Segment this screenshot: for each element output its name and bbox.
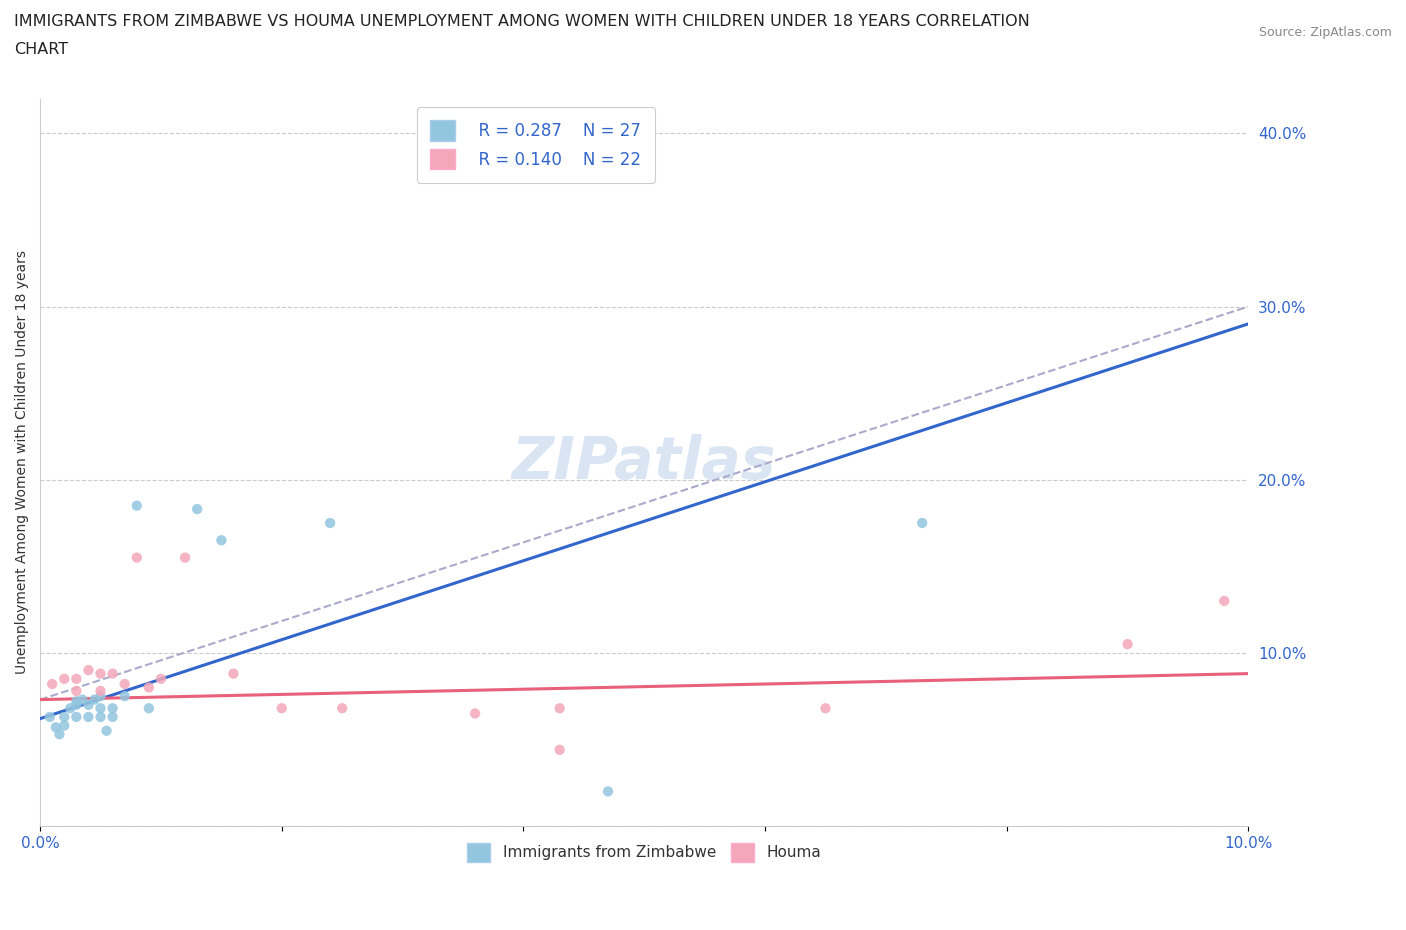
- Point: [89, 689, 111, 704]
- Point: [270, 701, 292, 716]
- Point: [319, 515, 342, 530]
- Point: [65, 698, 87, 712]
- Point: [41, 676, 63, 691]
- Point: [89, 684, 111, 698]
- Point: [125, 551, 148, 565]
- Point: [89, 710, 111, 724]
- Text: CHART: CHART: [14, 42, 67, 57]
- Point: [114, 689, 136, 704]
- Text: Source: ZipAtlas.com: Source: ZipAtlas.com: [1258, 26, 1392, 39]
- Point: [1116, 637, 1139, 652]
- Point: [114, 676, 136, 691]
- Text: IMMIGRANTS FROM ZIMBABWE VS HOUMA UNEMPLOYMENT AMONG WOMEN WITH CHILDREN UNDER 1: IMMIGRANTS FROM ZIMBABWE VS HOUMA UNEMPL…: [14, 14, 1029, 29]
- Point: [138, 680, 160, 695]
- Point: [548, 742, 571, 757]
- Point: [125, 498, 148, 513]
- Point: [1213, 593, 1236, 608]
- Point: [65, 710, 87, 724]
- Point: [53, 710, 76, 724]
- Text: ZIPatlas: ZIPatlas: [512, 434, 776, 491]
- Point: [59, 701, 82, 716]
- Point: [89, 701, 111, 716]
- Point: [48, 726, 70, 741]
- Point: [77, 710, 100, 724]
- Point: [596, 784, 619, 799]
- Point: [89, 666, 111, 681]
- Point: [96, 724, 118, 738]
- Point: [77, 698, 100, 712]
- Point: [53, 718, 76, 733]
- Y-axis label: Unemployment Among Women with Children Under 18 years: Unemployment Among Women with Children U…: [15, 250, 30, 674]
- Point: [186, 501, 208, 516]
- Point: [464, 706, 486, 721]
- Point: [65, 684, 87, 698]
- Point: [814, 701, 837, 716]
- Point: [101, 701, 124, 716]
- Point: [138, 701, 160, 716]
- Point: [65, 671, 87, 686]
- Point: [53, 671, 76, 686]
- Point: [77, 663, 100, 678]
- Point: [209, 533, 232, 548]
- Point: [911, 515, 934, 530]
- Point: [72, 692, 94, 707]
- Point: [83, 692, 105, 707]
- Point: [101, 710, 124, 724]
- Point: [65, 694, 87, 709]
- Point: [222, 666, 245, 681]
- Point: [174, 551, 197, 565]
- Point: [45, 720, 67, 735]
- Point: [330, 701, 353, 716]
- Point: [149, 671, 172, 686]
- Point: [548, 701, 571, 716]
- Point: [101, 666, 124, 681]
- Point: [38, 710, 60, 724]
- Legend: Immigrants from Zimbabwe, Houma: Immigrants from Zimbabwe, Houma: [460, 835, 828, 870]
